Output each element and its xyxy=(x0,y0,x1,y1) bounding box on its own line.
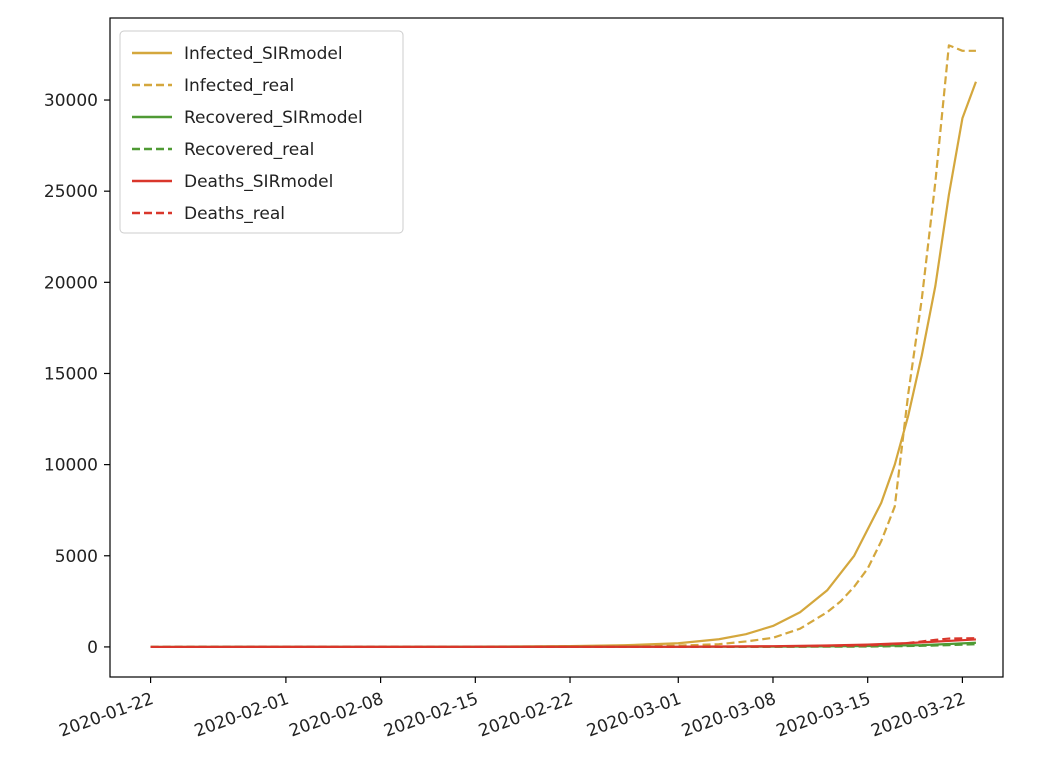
x-tick-label: 2020-02-08 xyxy=(287,689,387,742)
y-tick-label: 25000 xyxy=(44,182,98,202)
y-tick-label: 5000 xyxy=(55,547,98,567)
legend: Infected_SIRmodel Infected_real Recovered_… xyxy=(119,30,404,234)
x-tick-label: 2020-01-22 xyxy=(57,689,157,742)
legend-label-infected-sirmodel: Infected_SIRmodel xyxy=(184,44,343,64)
x-tick-label: 2020-02-15 xyxy=(381,689,481,742)
x-tick-label: 2020-03-22 xyxy=(868,689,968,742)
x-tick-label: 2020-03-15 xyxy=(774,689,874,742)
x-tick-label: 2020-02-22 xyxy=(476,689,576,742)
y-axis: 0 5000 10000 15000 20000 25000 30000 xyxy=(44,91,110,658)
legend-box xyxy=(119,30,404,234)
x-axis: 2020-01-22 2020-02-012020-02-082020-02-15… xyxy=(57,677,968,741)
plot-lines xyxy=(150,44,977,649)
y-tick-label: 0 xyxy=(87,638,98,658)
legend-label-recovered-sirmodel: Recovered_SIRmodel xyxy=(184,108,363,128)
y-tick-label: 15000 xyxy=(44,364,98,384)
legend-label-recovered-real: Recovered_real xyxy=(184,140,314,160)
x-tick-label: 2020-03-08 xyxy=(679,689,779,742)
series-line-deaths-real xyxy=(150,637,976,649)
y-tick-label: 10000 xyxy=(44,456,98,476)
x-tick-label: 2020-02-01 xyxy=(192,689,292,742)
legend-label-deaths-real: Deaths_real xyxy=(184,204,285,224)
y-tick-label: 30000 xyxy=(44,91,98,111)
x-tick-label: 2020-03-01 xyxy=(584,689,684,742)
legend-label-infected-real: Infected_real xyxy=(184,76,294,96)
y-tick-label: 20000 xyxy=(44,273,98,293)
plot-frame xyxy=(109,17,1004,678)
legend-label-deaths-sirmodel: Deaths_SIRmodel xyxy=(184,172,333,192)
series-line-recovered-real xyxy=(150,643,976,649)
series-line-infected-real xyxy=(150,44,976,649)
